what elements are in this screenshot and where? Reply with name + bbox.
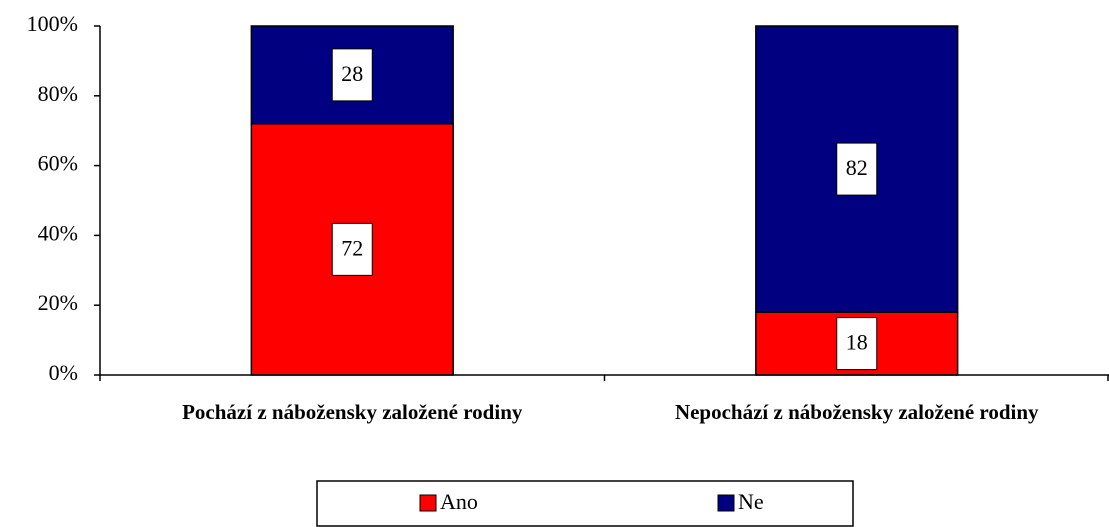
data-label: 28 <box>341 61 363 86</box>
x-tick-label: Nepochází z nábožensky založené rodiny <box>674 400 1039 424</box>
y-tick-label: 0% <box>49 360 78 385</box>
data-label-box <box>836 317 878 371</box>
y-tick-label: 60% <box>38 151 78 176</box>
data-label: 18 <box>846 330 868 355</box>
y-tick-label: 40% <box>38 220 78 245</box>
legend-swatch <box>717 494 735 512</box>
y-tick-label: 20% <box>38 290 78 315</box>
data-label-box <box>331 222 373 276</box>
x-tick-label: Pochází z nábožensky založené rodiny <box>182 400 523 424</box>
y-tick-label: 100% <box>27 11 78 36</box>
data-label-box <box>836 142 878 196</box>
legend-label: Ano <box>440 489 478 514</box>
data-label-box <box>331 48 373 102</box>
data-label: 82 <box>846 155 868 180</box>
data-label: 72 <box>341 235 363 260</box>
y-tick-label: 80% <box>38 81 78 106</box>
legend-box <box>316 480 854 527</box>
legend-label: Ne <box>738 489 764 514</box>
legend-swatch <box>419 494 437 512</box>
